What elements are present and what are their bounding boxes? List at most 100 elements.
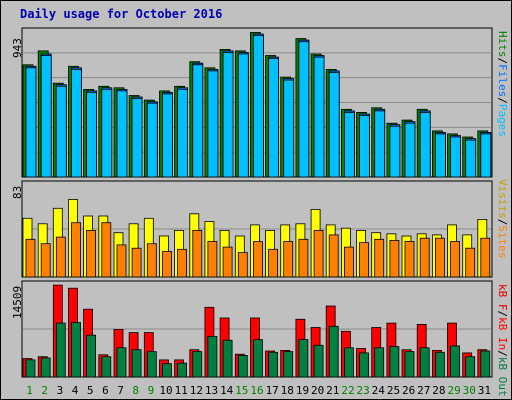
bar-sites-21: [328, 234, 339, 278]
bar-kbout-21: [328, 325, 339, 378]
bar-kbout-28: [434, 351, 445, 378]
bar-kbout-14: [222, 339, 233, 378]
bar-kbout-20: [313, 344, 324, 378]
day-label-11: 11: [175, 384, 188, 397]
bar-pages-18: [283, 79, 295, 178]
day-label-2: 2: [41, 384, 48, 397]
bar-kbout-7: [116, 347, 127, 378]
bar-sites-2: [40, 243, 51, 278]
bar-kbout-6: [101, 356, 112, 378]
bar-kbout-13: [207, 335, 218, 378]
bar-pages-20: [313, 56, 325, 178]
bar-kbout-2: [40, 357, 51, 378]
day-label-30: 30: [463, 384, 476, 397]
day-label-17: 17: [266, 384, 279, 397]
bar-sites-16: [252, 241, 263, 278]
day-label-15: 15: [235, 384, 248, 397]
bar-sites-14: [222, 246, 233, 278]
bar-pages-12: [192, 64, 204, 178]
bar-kbout-24: [374, 347, 385, 378]
bar-pages-23: [359, 115, 370, 178]
day-label-26: 26: [402, 384, 415, 397]
day-label-8: 8: [132, 384, 139, 397]
bar-pages-3: [55, 85, 67, 178]
bar-pages-9: [146, 102, 158, 178]
day-label-20: 20: [311, 384, 324, 397]
bar-sites-4: [71, 222, 81, 278]
day-label-31: 31: [478, 384, 491, 397]
day-label-9: 9: [148, 384, 155, 397]
day-label-10: 10: [159, 384, 172, 397]
bar-sites-17: [268, 248, 279, 278]
bar-pages-6: [101, 89, 113, 178]
bar-sites-13: [207, 241, 218, 278]
bar-sites-6: [101, 222, 112, 278]
day-label-3: 3: [57, 384, 64, 397]
bar-sites-19: [298, 238, 309, 278]
bar-pages-22: [343, 112, 355, 178]
day-label-14: 14: [220, 384, 234, 397]
bar-pages-30: [465, 139, 477, 178]
bar-sites-30: [465, 247, 476, 278]
bar-sites-12: [192, 229, 203, 278]
bar-pages-11: [177, 89, 189, 178]
bar-sites-26: [404, 241, 415, 278]
bar-sites-9: [146, 243, 157, 278]
bar-pages-27: [419, 112, 431, 178]
bar-pages-15: [237, 53, 249, 178]
bar-sites-10: [162, 251, 172, 278]
bar-pages-29: [450, 136, 461, 178]
day-label-23: 23: [356, 384, 369, 397]
bar-kbout-19: [298, 339, 309, 378]
bar-pages-26: [404, 122, 416, 178]
bar-sites-3: [55, 236, 66, 278]
day-label-22: 22: [341, 384, 354, 397]
bar-sites-27: [419, 237, 430, 278]
bar-sites-20: [313, 229, 324, 278]
day-label-12: 12: [190, 384, 203, 397]
day-label-7: 7: [117, 384, 124, 397]
day-label-27: 27: [417, 384, 430, 397]
bar-kbout-12: [192, 351, 203, 378]
bar-kbout-23: [359, 352, 369, 378]
bar-pages-5: [86, 92, 97, 178]
bar-pages-7: [116, 90, 128, 178]
bar-sites-22: [343, 246, 354, 278]
bar-pages-13: [207, 70, 219, 178]
bar-sites-24: [374, 238, 385, 278]
bar-pages-8: [131, 98, 143, 178]
bar-kbout-9: [146, 351, 157, 378]
bar-pages-24: [374, 110, 386, 178]
day-label-16: 16: [250, 384, 263, 397]
chart-title: Daily usage for October 2016: [20, 7, 223, 21]
bar-pages-31: [480, 133, 492, 178]
bar-pages-1: [25, 67, 37, 178]
day-label-5: 5: [87, 384, 94, 397]
bar-kbout-29: [450, 345, 460, 378]
bar-pages-16: [252, 35, 264, 178]
bar-kbout-8: [131, 349, 142, 378]
bar-pages-4: [71, 69, 82, 178]
day-label-25: 25: [387, 384, 400, 397]
bar-pages-2: [40, 55, 52, 178]
bar-sites-5: [86, 229, 96, 278]
bar-kbout-31: [480, 350, 491, 378]
bar-kbout-26: [404, 351, 415, 378]
bar-kbout-22: [343, 347, 354, 378]
day-label-6: 6: [102, 384, 109, 397]
bar-kbout-10: [162, 363, 172, 378]
day-label-18: 18: [281, 384, 294, 397]
bar-sites-18: [283, 241, 294, 278]
bar-pages-28: [434, 133, 446, 178]
bar-sites-7: [116, 244, 127, 278]
bar-kbout-27: [419, 347, 430, 378]
day-label-24: 24: [372, 384, 386, 397]
bar-pages-21: [328, 72, 340, 178]
bar-pages-17: [268, 58, 280, 178]
bar-kbout-5: [86, 334, 96, 378]
bar-kbout-15: [237, 354, 248, 378]
bar-sites-25: [389, 239, 400, 278]
bar-sites-23: [359, 242, 369, 278]
